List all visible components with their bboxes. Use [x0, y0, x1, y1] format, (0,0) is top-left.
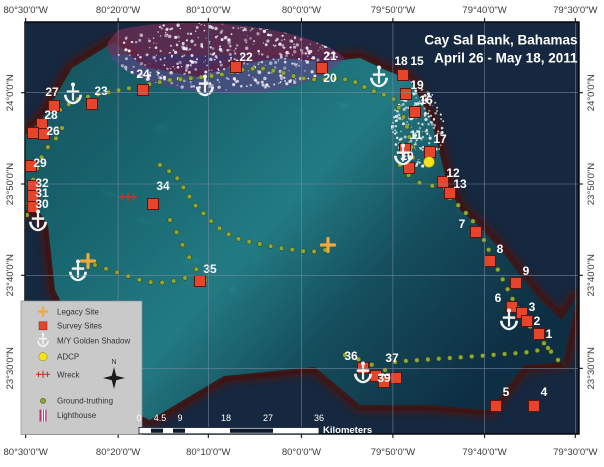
svg-text:Ground-truthing: Ground-truthing — [57, 397, 113, 406]
svg-text:80°0'0"W: 80°0'0"W — [282, 447, 321, 458]
svg-text:80°0'0"W: 80°0'0"W — [282, 5, 321, 16]
svg-text:79°50'0"W: 79°50'0"W — [371, 447, 415, 458]
svg-text:16: 16 — [419, 93, 433, 107]
svg-text:6: 6 — [495, 291, 502, 305]
svg-text:18: 18 — [394, 54, 408, 68]
svg-text:80°20'0"W: 80°20'0"W — [96, 447, 140, 458]
svg-text:26: 26 — [46, 124, 60, 138]
svg-text:79°30'0"W: 79°30'0"W — [553, 447, 597, 458]
svg-text:9: 9 — [177, 413, 182, 423]
svg-text:22: 22 — [239, 50, 253, 64]
svg-text:23°30'0"N: 23°30'0"N — [586, 347, 597, 389]
svg-text:80°10'0"W: 80°10'0"W — [186, 5, 230, 16]
svg-text:27: 27 — [263, 413, 273, 423]
svg-text:11: 11 — [410, 128, 423, 142]
svg-text:39: 39 — [377, 371, 391, 385]
svg-text:28: 28 — [44, 108, 58, 122]
svg-text:Lighthouse: Lighthouse — [57, 411, 97, 420]
svg-text:7: 7 — [459, 217, 466, 231]
svg-text:30: 30 — [35, 197, 49, 211]
svg-text:Kilometers: Kilometers — [323, 425, 372, 436]
svg-text:23°30'0"N: 23°30'0"N — [5, 347, 16, 389]
svg-text:3: 3 — [529, 300, 536, 314]
svg-text:80°20'0"W: 80°20'0"W — [96, 5, 140, 16]
svg-text:20: 20 — [323, 71, 337, 85]
svg-text:23°40'0"N: 23°40'0"N — [586, 254, 597, 296]
svg-text:8: 8 — [497, 242, 504, 256]
svg-text:25: 25 — [12, 123, 26, 137]
svg-text:79°40'0"W: 79°40'0"W — [462, 447, 506, 458]
svg-text:35: 35 — [203, 262, 217, 276]
svg-text:1: 1 — [546, 327, 553, 341]
svg-text:April 26 - May 18, 2011: April 26 - May 18, 2011 — [434, 51, 578, 66]
svg-text:9: 9 — [523, 264, 530, 278]
svg-text:23°40'0"N: 23°40'0"N — [5, 254, 16, 296]
svg-text:23°50'0"N: 23°50'0"N — [5, 163, 16, 205]
svg-text:Legacy Site: Legacy Site — [57, 308, 99, 317]
svg-text:Survey Sites: Survey Sites — [57, 322, 102, 331]
svg-text:0: 0 — [136, 413, 141, 423]
svg-text:80°30'0"W: 80°30'0"W — [4, 447, 48, 458]
svg-text:18: 18 — [221, 413, 231, 423]
svg-text:24°0'0"N: 24°0'0"N — [5, 74, 16, 111]
svg-text:24°0'0"N: 24°0'0"N — [586, 74, 597, 111]
svg-text:23°50'0"N: 23°50'0"N — [586, 163, 597, 205]
svg-text:80°10'0"W: 80°10'0"W — [186, 447, 230, 458]
svg-text:23: 23 — [94, 84, 108, 98]
svg-text:24: 24 — [136, 67, 150, 81]
svg-text:79°50'0"W: 79°50'0"W — [371, 5, 415, 16]
svg-text:M/Y Golden Shadow: M/Y Golden Shadow — [57, 337, 130, 346]
svg-text:36: 36 — [314, 413, 324, 423]
svg-text:37: 37 — [385, 351, 399, 365]
svg-text:4.5: 4.5 — [154, 413, 167, 423]
svg-text:Wreck: Wreck — [57, 371, 81, 380]
svg-text:2: 2 — [534, 314, 541, 328]
svg-text:27: 27 — [45, 85, 59, 99]
svg-text:79°40'0"W: 79°40'0"W — [462, 5, 506, 16]
svg-text:34: 34 — [156, 179, 170, 193]
svg-text:79°30'0"W: 79°30'0"W — [553, 5, 597, 16]
svg-text:19: 19 — [410, 78, 424, 92]
svg-text:4: 4 — [541, 385, 548, 399]
svg-text:29: 29 — [33, 156, 47, 170]
svg-text:5: 5 — [503, 385, 510, 399]
svg-text:21: 21 — [323, 49, 337, 63]
svg-text:N: N — [111, 359, 116, 366]
svg-text:80°30'0"W: 80°30'0"W — [4, 5, 48, 16]
svg-text:15: 15 — [410, 54, 424, 68]
svg-text:17: 17 — [433, 132, 447, 146]
svg-text:ADCP: ADCP — [57, 353, 79, 362]
svg-text:36: 36 — [344, 349, 358, 363]
svg-text:Cay Sal Bank, Bahamas: Cay Sal Bank, Bahamas — [424, 33, 577, 48]
